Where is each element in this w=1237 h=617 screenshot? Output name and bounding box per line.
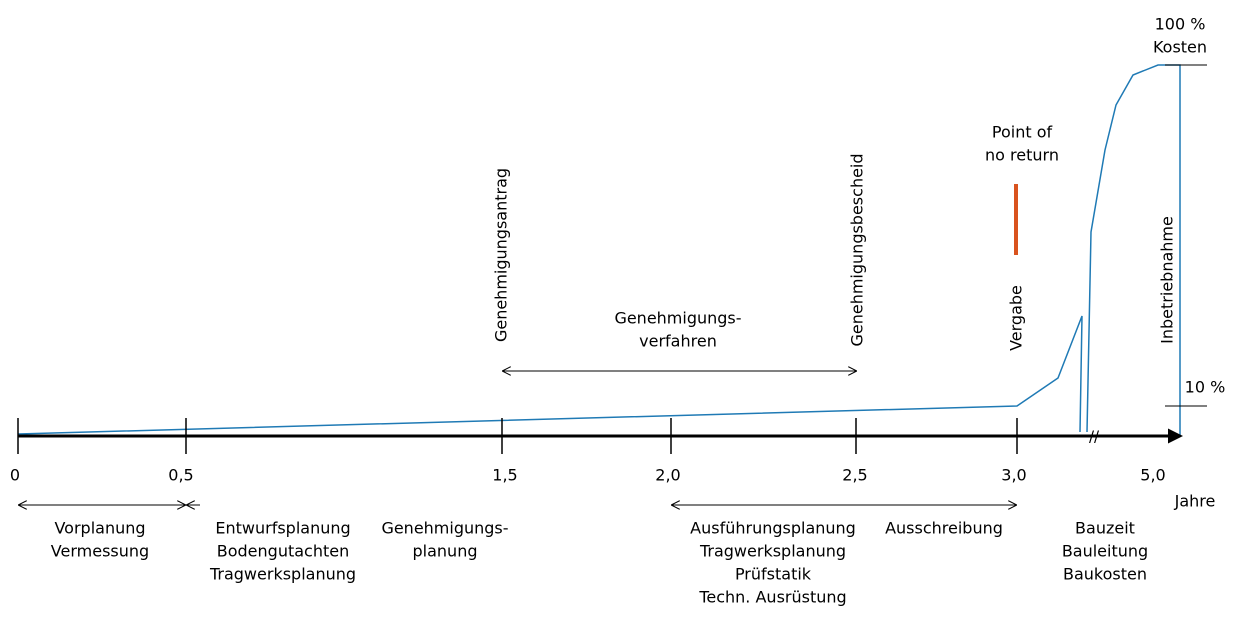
phase-label: Prüfstatik bbox=[735, 565, 812, 584]
phase-label: Genehmigungs- bbox=[381, 519, 508, 538]
phase-label: Tragwerksplanung bbox=[209, 565, 356, 584]
milestone-label: Genehmigungsantrag bbox=[492, 168, 511, 342]
point-of-no-return: no return bbox=[985, 146, 1059, 165]
axis-break: // bbox=[1089, 428, 1100, 446]
phase-label: Ausführungsplanung bbox=[690, 519, 856, 538]
tick-label: 2,0 bbox=[655, 466, 680, 485]
approval-process: verfahren bbox=[639, 332, 717, 351]
tick-label: 2,5 bbox=[842, 466, 867, 485]
milestone-label: Inbetriebnahme bbox=[1158, 216, 1177, 344]
phase-label: Entwurfsplanung bbox=[215, 519, 350, 538]
approval-process: Genehmigungs- bbox=[614, 309, 741, 328]
phase-label: Baukosten bbox=[1063, 565, 1147, 584]
tick-label: 3,0 bbox=[1001, 466, 1026, 485]
axis-unit: Jahre bbox=[1174, 492, 1216, 511]
cost-low-label: 10 % bbox=[1185, 378, 1226, 397]
cost-curve bbox=[17, 315, 1083, 435]
phase-label: Bauleitung bbox=[1062, 542, 1148, 561]
milestone-label: Genehmigungsbescheid bbox=[848, 153, 867, 346]
phase-label: Tragwerksplanung bbox=[699, 542, 846, 561]
phase-label: Bodengutachten bbox=[217, 542, 349, 561]
phase-label: Vorplanung bbox=[54, 519, 145, 538]
phase-label: planung bbox=[413, 542, 478, 561]
point-of-no-return: Point of bbox=[992, 123, 1053, 142]
tick-label: 5,0 bbox=[1140, 466, 1165, 485]
tick-label: 1,5 bbox=[492, 466, 517, 485]
phase-label: Techn. Ausrüstung bbox=[698, 588, 846, 607]
phase-label: Ausschreibung bbox=[885, 519, 1003, 538]
milestone-label: Vergabe bbox=[1007, 285, 1026, 351]
tick-label: 0 bbox=[10, 466, 20, 485]
cost-label: Kosten bbox=[1153, 38, 1207, 57]
phase-label: Vermessung bbox=[51, 542, 149, 561]
phase-label: Bauzeit bbox=[1075, 519, 1135, 538]
cost-label: 100 % bbox=[1155, 15, 1206, 34]
tick-label: 0,5 bbox=[168, 466, 193, 485]
